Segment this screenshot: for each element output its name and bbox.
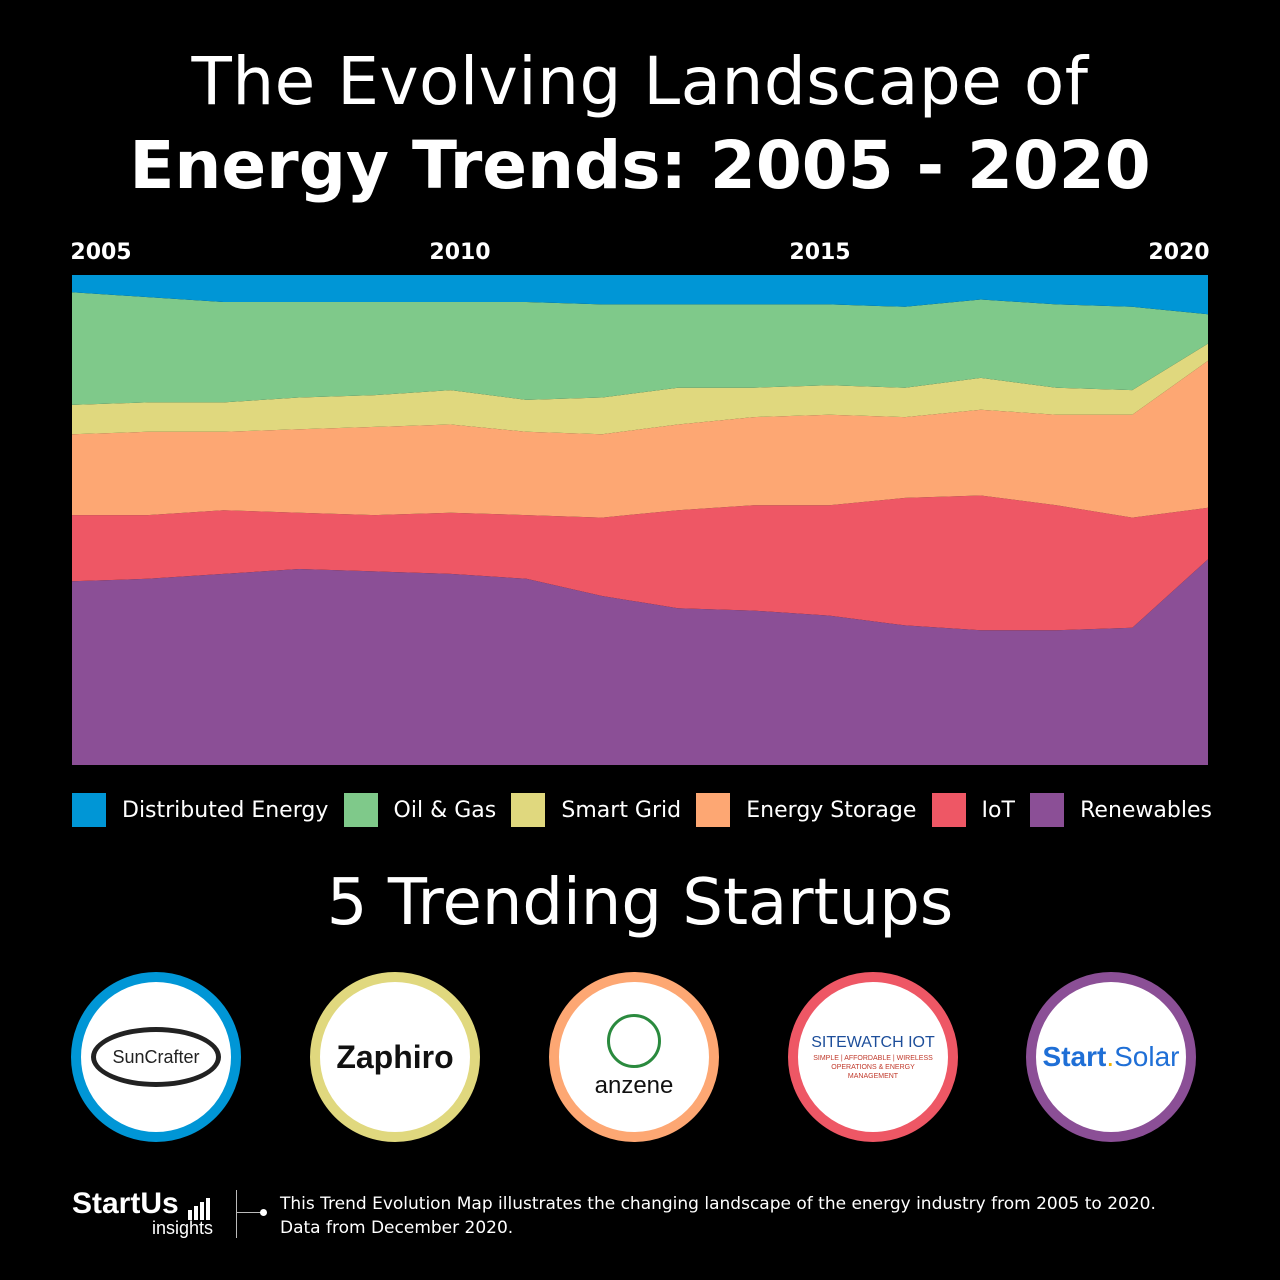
x-axis-ticks: 2005 2010 2015 2020 [0, 240, 1280, 270]
page-title: The Evolving Landscape of [191, 43, 1089, 120]
legend-item-iot: IoT [931, 793, 1015, 827]
startsolar-logo-icon: Start.Solar [1043, 1041, 1180, 1073]
chart-legend: Distributed Energy Oil & Gas Smart Grid … [72, 792, 1212, 828]
x-tick-label: 2015 [789, 240, 851, 265]
suncrafter-logo-icon: SunCrafter [91, 1027, 221, 1087]
area-energy-storage [72, 360, 1208, 518]
startups-row: SunCrafter Zaphiro anzene SITEWATCH IOT … [0, 972, 1280, 1152]
anzene-mark-icon [607, 1014, 661, 1068]
startup-name-end: Solar [1114, 1041, 1180, 1072]
legend-swatch [72, 793, 106, 827]
brand-subtitle: insights [152, 1218, 214, 1238]
zaphiro-logo-icon: Zaphiro [336, 1038, 454, 1075]
x-tick-label: 2020 [1148, 240, 1210, 265]
page-subtitle: Energy Trends: 2005 - 2020 [129, 127, 1151, 204]
legend-swatch [343, 793, 378, 827]
legend-swatch [1030, 793, 1065, 827]
area-iot [72, 495, 1208, 631]
area-smart-grid [72, 343, 1208, 435]
legend-swatch [696, 793, 731, 827]
legend-label: Energy Storage [746, 797, 917, 823]
startup-tagline: SIMPLE | AFFORDABLE | WIRELESS OPERATION… [813, 1054, 933, 1080]
legend-label: Oil & Gas [393, 797, 497, 823]
startus-logo: StartUs [72, 1188, 222, 1220]
startup-sitewatch[interactable]: SITEWATCH IOT SIMPLE | AFFORDABLE | WIRE… [788, 972, 958, 1142]
legend-item-oil-gas: Oil & Gas [343, 793, 497, 827]
area-oil-gas [72, 292, 1208, 405]
startup-name-start: Start [1042, 1041, 1107, 1072]
footer-divider-dot [260, 1209, 267, 1216]
legend-swatch [931, 793, 966, 827]
startup-suncrafter[interactable]: SunCrafter [71, 972, 241, 1142]
legend-item-renewables: Renewables [1030, 793, 1212, 827]
footer-divider [236, 1190, 237, 1238]
startup-name: SunCrafter [112, 1046, 200, 1067]
footer-note-line2: Data from December 2020. [280, 1218, 514, 1238]
sitewatch-logo-icon: SITEWATCH IOT [811, 1033, 935, 1051]
legend-item-smart-grid: Smart Grid [511, 793, 681, 827]
brand-name: StartUs [72, 1187, 179, 1220]
startup-startsolar[interactable]: Start.Solar [1026, 972, 1196, 1142]
legend-label: Smart Grid [561, 797, 682, 823]
footer-divider-tick [236, 1212, 262, 1213]
legend-label: Distributed Energy [122, 797, 329, 823]
legend-label: Renewables [1080, 797, 1212, 823]
startup-zaphiro[interactable]: Zaphiro [310, 972, 480, 1142]
startup-anzene[interactable]: anzene [549, 972, 719, 1142]
startups-title: 5 Trending Startups [326, 866, 954, 940]
startup-name-dot: . [1106, 1041, 1115, 1072]
footer: StartUs insights This Trend Evolution Ma… [72, 1188, 1222, 1248]
footer-note-line1: This Trend Evolution Map illustrates the… [280, 1194, 1156, 1214]
area-renewables [72, 559, 1208, 765]
stacked-area-chart [72, 275, 1208, 765]
legend-item-distributed-energy: Distributed Energy [72, 793, 328, 827]
legend-swatch [511, 793, 546, 827]
legend-label: IoT [981, 797, 1015, 823]
x-tick-label: 2005 [70, 240, 132, 265]
x-tick-label: 2010 [429, 240, 491, 265]
footer-note: This Trend Evolution Map illustrates the… [280, 1192, 1156, 1240]
startup-name: anzene [594, 1072, 674, 1099]
legend-item-energy-storage: Energy Storage [696, 793, 916, 827]
title-block: The Evolving Landscape of Energy Trends:… [0, 40, 1280, 208]
bars-icon [187, 1197, 210, 1220]
area-distributed-energy [72, 275, 1208, 315]
